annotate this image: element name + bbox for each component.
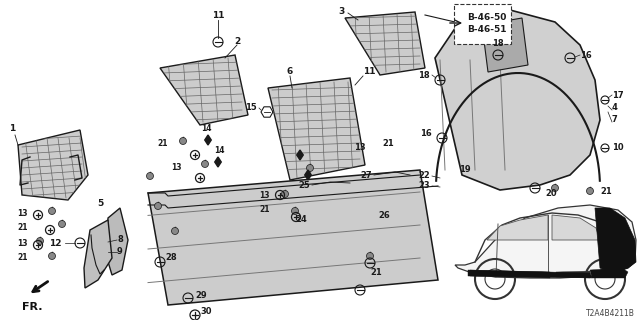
Circle shape: [586, 188, 593, 195]
Text: 19: 19: [459, 165, 471, 174]
Text: 23: 23: [419, 180, 430, 189]
Text: 13: 13: [17, 209, 28, 218]
Text: 12: 12: [49, 238, 62, 247]
Text: FR.: FR.: [22, 302, 42, 312]
Polygon shape: [455, 205, 636, 278]
Polygon shape: [268, 78, 365, 180]
Polygon shape: [84, 220, 112, 288]
Text: T2A4B4211B: T2A4B4211B: [586, 309, 635, 318]
FancyBboxPatch shape: [454, 4, 511, 44]
Text: 7: 7: [612, 116, 618, 124]
Text: 15: 15: [245, 102, 257, 111]
Text: 13: 13: [259, 190, 270, 199]
Text: 17: 17: [612, 91, 623, 100]
Text: 22: 22: [419, 171, 430, 180]
Text: 16: 16: [580, 51, 592, 60]
Circle shape: [147, 172, 154, 180]
Text: B-46-51: B-46-51: [467, 26, 506, 35]
Text: 1: 1: [9, 124, 15, 133]
Text: 29: 29: [195, 291, 207, 300]
Text: 18: 18: [492, 39, 504, 48]
Text: 6: 6: [287, 68, 293, 76]
Text: 3: 3: [339, 7, 345, 17]
Polygon shape: [435, 10, 600, 190]
Circle shape: [307, 164, 314, 172]
Text: 21: 21: [259, 205, 270, 214]
Text: 14: 14: [201, 124, 211, 133]
Text: 24: 24: [295, 215, 307, 225]
Text: 2: 2: [234, 37, 240, 46]
Text: 26: 26: [378, 211, 390, 220]
Text: 10: 10: [612, 143, 623, 153]
Text: 21: 21: [382, 139, 394, 148]
Text: 28: 28: [165, 253, 177, 262]
Polygon shape: [261, 107, 273, 117]
Polygon shape: [297, 150, 303, 160]
Polygon shape: [148, 170, 438, 305]
Circle shape: [154, 203, 161, 210]
Text: 21: 21: [17, 223, 28, 233]
Text: 25: 25: [298, 180, 310, 189]
Text: 5: 5: [98, 198, 104, 207]
Text: 14: 14: [214, 146, 224, 155]
Polygon shape: [160, 55, 248, 125]
Text: 18: 18: [419, 70, 430, 79]
Polygon shape: [205, 135, 211, 145]
Text: 20: 20: [545, 188, 557, 197]
Text: 11: 11: [363, 68, 376, 76]
Polygon shape: [595, 208, 636, 273]
Text: 21: 21: [17, 253, 28, 262]
Circle shape: [36, 237, 44, 244]
Polygon shape: [590, 268, 628, 278]
Polygon shape: [556, 271, 590, 278]
Text: 9: 9: [117, 247, 123, 257]
Circle shape: [367, 252, 374, 260]
Circle shape: [49, 252, 56, 260]
Text: 27: 27: [360, 171, 372, 180]
Circle shape: [49, 207, 56, 214]
Circle shape: [202, 161, 209, 167]
Text: 13: 13: [354, 143, 366, 152]
Polygon shape: [468, 270, 592, 278]
Text: 21: 21: [600, 188, 612, 196]
Circle shape: [179, 138, 186, 145]
Text: 21: 21: [370, 268, 381, 277]
Circle shape: [172, 228, 179, 235]
Text: 21: 21: [157, 139, 168, 148]
Text: 13: 13: [172, 164, 182, 172]
Circle shape: [291, 207, 298, 214]
Polygon shape: [18, 130, 88, 200]
Text: 4: 4: [612, 103, 618, 113]
Text: 8: 8: [117, 236, 123, 244]
Circle shape: [282, 190, 289, 197]
Polygon shape: [345, 12, 425, 75]
Polygon shape: [106, 208, 128, 275]
Polygon shape: [552, 215, 600, 240]
Text: 30: 30: [200, 308, 211, 316]
Text: 16: 16: [420, 129, 432, 138]
Text: 13: 13: [17, 238, 28, 247]
Polygon shape: [487, 215, 548, 240]
Text: B-46-50: B-46-50: [467, 12, 506, 21]
Polygon shape: [470, 270, 550, 278]
Circle shape: [552, 185, 559, 191]
Circle shape: [58, 220, 65, 228]
Polygon shape: [482, 18, 528, 72]
Text: 11: 11: [212, 11, 224, 20]
Polygon shape: [305, 170, 311, 180]
Polygon shape: [215, 157, 221, 167]
